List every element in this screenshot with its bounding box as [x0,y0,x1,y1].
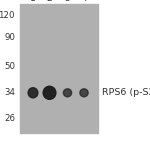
Text: 34: 34 [4,88,15,97]
Ellipse shape [63,89,72,97]
Text: 3: 3 [65,0,70,3]
Text: 2: 2 [47,0,52,3]
Bar [20,4,98,133]
Ellipse shape [28,88,38,98]
Text: 26: 26 [4,114,15,123]
Text: RPS6 (p-S240): RPS6 (p-S240) [102,88,150,97]
Text: 50: 50 [4,62,15,71]
Text: 4: 4 [81,0,87,3]
Ellipse shape [43,86,56,99]
Ellipse shape [80,89,88,97]
Text: 1: 1 [30,0,36,3]
Text: 120: 120 [0,11,15,20]
Text: 90: 90 [4,33,15,42]
